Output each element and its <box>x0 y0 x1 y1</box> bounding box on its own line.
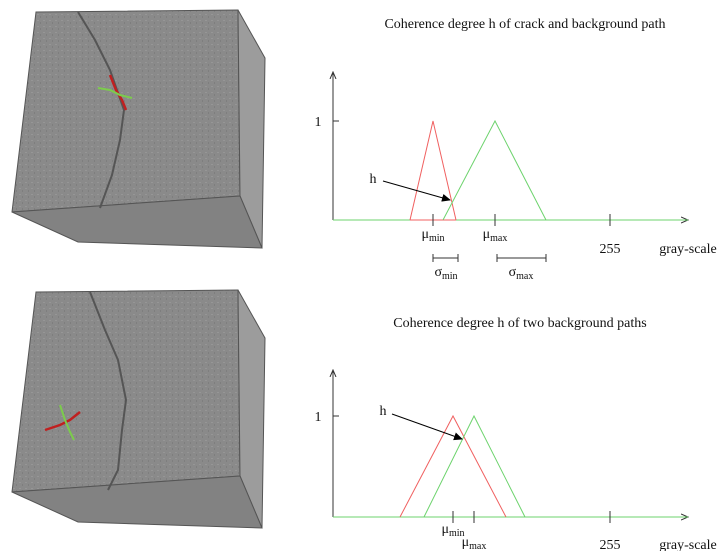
y-label: 1 <box>315 115 322 130</box>
sigma-min: σmin <box>434 265 457 282</box>
mu-max: μmax <box>462 535 487 551</box>
axis-label: gray-scale <box>659 242 717 257</box>
y-label: 1 <box>315 410 322 425</box>
tick-255: 255 <box>600 538 621 551</box>
mu-max: μmax <box>483 227 508 244</box>
plot-title: Coherence degree h of crack and backgrou… <box>384 17 665 32</box>
mu-min: μmin <box>421 227 444 244</box>
sigma-max: σmax <box>509 265 534 282</box>
plot-bottom: Coherence degree h of two background pat… <box>315 316 717 551</box>
mu-min: μmin <box>441 522 464 539</box>
tick-255: 255 <box>600 242 621 257</box>
cube-bottom <box>11 289 266 529</box>
cube-top <box>11 9 266 249</box>
h-label: h <box>370 172 377 187</box>
axis-label: gray-scale <box>659 538 717 551</box>
plot-top: Coherence degree h of crack and backgrou… <box>315 17 717 282</box>
plot-title: Coherence degree h of two background pat… <box>393 316 646 331</box>
h-label: h <box>380 404 387 419</box>
